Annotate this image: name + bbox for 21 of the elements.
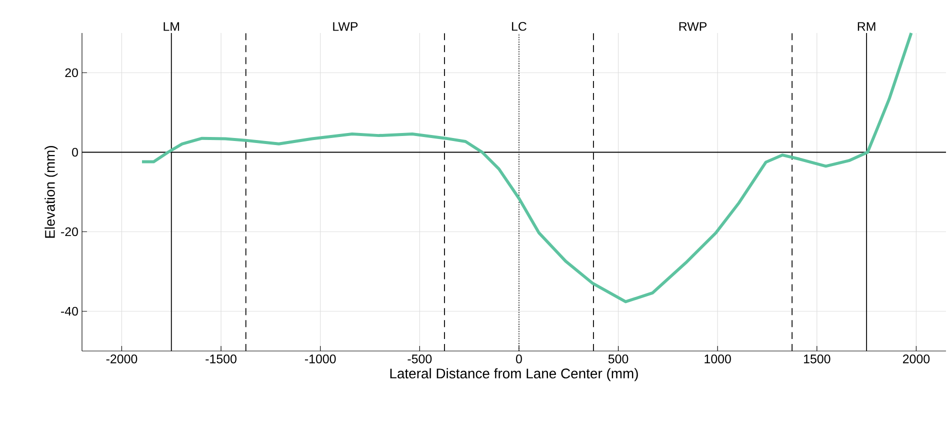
- x-tick-label: -1000: [304, 354, 336, 364]
- y-tick-label: -20: [61, 227, 78, 236]
- line-series: [140, 32, 913, 304]
- y-axis-title: Elevation (mm): [44, 146, 58, 238]
- y-tick-label: -40: [61, 306, 78, 316]
- x-tick-label: 1500: [804, 354, 830, 364]
- text: LWP: [333, 22, 358, 31]
- x-tick-label: 500: [608, 354, 628, 364]
- ref-line-label: LM: [164, 22, 180, 31]
- x-tick-label: -2000: [106, 354, 138, 364]
- y-tick-label: 20: [65, 68, 78, 78]
- text: RWP: [679, 22, 707, 31]
- x-axis-title: Lateral Distance from Lane Center (mm): [390, 368, 638, 382]
- ref-line-label: LC: [512, 22, 526, 31]
- y-tick-label: 0: [72, 148, 78, 157]
- x-tick-label: -1500: [206, 354, 236, 364]
- x-tick-label: -500: [408, 354, 432, 364]
- x-tick-label: 2000: [902, 354, 930, 364]
- x-tick-label: 0: [516, 354, 522, 364]
- x-tick-label: 1000: [704, 354, 731, 364]
- ref-line-label: RM: [858, 22, 876, 31]
